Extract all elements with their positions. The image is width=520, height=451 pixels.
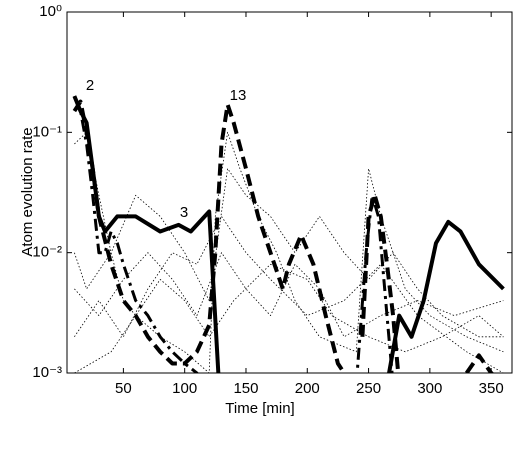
y-axis-label: Atom evolution rate [19,127,36,256]
annotation: 3 [180,204,188,221]
plot-lines [72,95,505,373]
line-series [74,168,504,338]
line-series [74,252,504,338]
x-axis-label: Time [min] [225,400,294,417]
y-tick-label: 10⁻² [32,244,62,261]
x-tick-label: 300 [417,380,442,397]
line-series [74,131,504,373]
x-tick-label: 100 [172,380,197,397]
y-tick-label: 10⁻¹ [32,123,62,140]
plot-frame [66,11,513,374]
line-series [74,216,504,373]
line-series [73,95,394,373]
annotation: 2 [86,77,94,94]
x-tick-label: 200 [295,380,320,397]
x-tick-label: 150 [233,380,258,397]
annotation: 13 [230,87,247,104]
line-series [74,263,504,373]
x-tick-label: 350 [479,380,504,397]
y-tick-label: 10⁰ [39,3,62,20]
y-tick-label: 10⁻³ [32,364,62,381]
line-series [72,95,505,373]
x-tick-label: 250 [356,380,381,397]
x-tick-label: 50 [115,380,132,397]
line-series [72,99,495,373]
